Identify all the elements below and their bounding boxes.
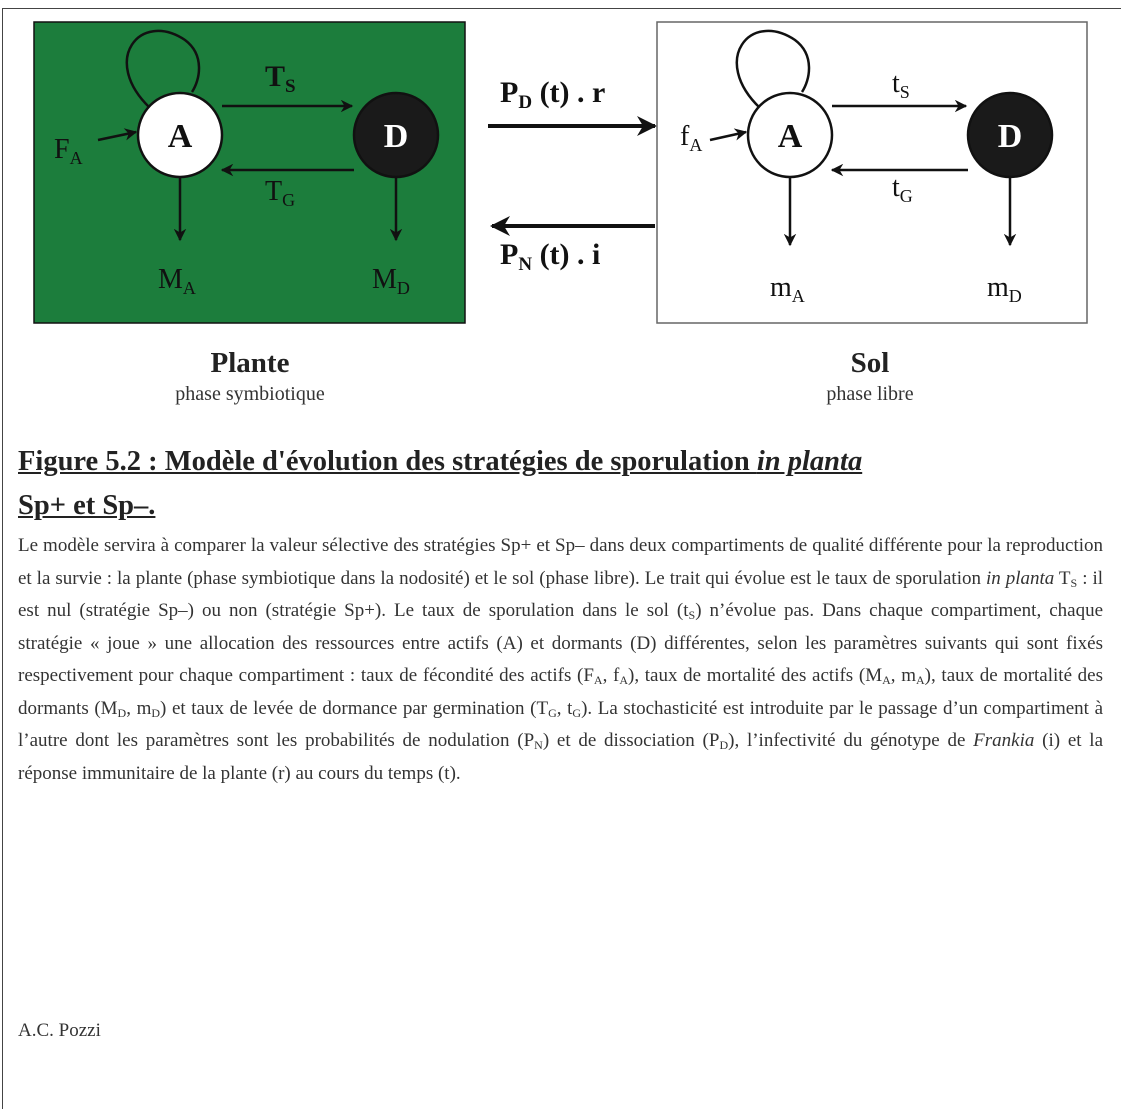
node bbox=[966, 91, 1054, 179]
node bbox=[352, 91, 440, 179]
compartment-subtitle: phase libre bbox=[826, 383, 913, 405]
text-run: ). La stochasticité est introduite par l… bbox=[18, 697, 1103, 752]
label: MD bbox=[372, 264, 410, 298]
label: tG bbox=[892, 172, 913, 206]
node-label: A bbox=[168, 118, 193, 155]
subscript: A bbox=[593, 673, 603, 687]
heading-italic: in planta bbox=[756, 446, 863, 477]
text-run: , m bbox=[126, 697, 152, 719]
frame bbox=[2, 8, 1121, 1109]
loop-arrow bbox=[125, 29, 201, 109]
node bbox=[746, 91, 834, 179]
subscript: D bbox=[151, 705, 161, 720]
subscript: N bbox=[534, 738, 543, 752]
loop-arrow bbox=[735, 29, 811, 109]
node bbox=[136, 91, 224, 179]
text-run: (i) et la réponse immunitaire de la plan… bbox=[18, 730, 1103, 784]
diagram: A D FA TS TG MA MD PD (t) . r PN (t) . i… bbox=[33, 21, 1088, 405]
label: PD (t) . r bbox=[500, 76, 605, 113]
node-label: D bbox=[384, 118, 409, 155]
label: PN (t) . i bbox=[500, 238, 600, 275]
text-run: , m bbox=[890, 665, 916, 686]
heading-text: Figure 5.2 : Modèle d'évolution des stra… bbox=[18, 446, 757, 477]
heading-text: Sp+ et Sp–. bbox=[18, 490, 156, 521]
text-run: : il est nul (stratégie Sp–) ou non (str… bbox=[18, 567, 1104, 622]
compartment-subtitle: phase symbiotique bbox=[175, 383, 325, 405]
label: mA bbox=[770, 272, 805, 306]
subscript: A bbox=[619, 673, 629, 687]
subscript: A bbox=[882, 673, 891, 687]
label: TG bbox=[265, 176, 295, 210]
fecundity-arrow bbox=[709, 128, 748, 142]
subscript: D bbox=[117, 705, 127, 720]
subscript: G bbox=[572, 705, 582, 720]
node-label: D bbox=[998, 118, 1023, 155]
label: TS bbox=[265, 60, 296, 97]
text-run: ) n’évolue pas. Dans chaque compartiment… bbox=[18, 600, 1104, 686]
label: mD bbox=[987, 272, 1022, 306]
text-run: ), taux de mortalité des actifs (M bbox=[628, 665, 883, 686]
subscript: G bbox=[548, 705, 557, 720]
subscript: S bbox=[688, 608, 696, 622]
compartment-title: Sol bbox=[851, 347, 890, 379]
fecundity-arrow bbox=[97, 128, 138, 142]
label: MA bbox=[158, 264, 196, 298]
label: fA bbox=[680, 121, 702, 155]
text-run: , f bbox=[602, 665, 620, 686]
subscript: D bbox=[719, 738, 729, 752]
text-run: ) et taux de levée de dormance par germi… bbox=[160, 697, 549, 719]
caption-heading: Figure 5.2 : Modèle d'évolution des stra… bbox=[18, 440, 1121, 528]
page: A D FA TS TG MA MD PD (t) . r PN (t) . i… bbox=[2, 8, 1121, 1109]
subscript: S bbox=[1070, 575, 1078, 590]
label: tS bbox=[892, 68, 910, 102]
compartment-title: Plante bbox=[211, 347, 290, 379]
node-label: A bbox=[778, 118, 803, 155]
text-run: T bbox=[1054, 567, 1071, 589]
author: A.C. Pozzi bbox=[18, 1020, 101, 1041]
text-run: ), taux de mortalité des dormants (M bbox=[18, 665, 1104, 719]
label: FA bbox=[54, 134, 83, 168]
caption-paragraph: Le modèle servira à comparer la valeur s… bbox=[18, 530, 1103, 790]
subscript: A bbox=[915, 673, 925, 687]
text-run: Le modèle servira à comparer la valeur s… bbox=[18, 535, 1103, 589]
text-run: , t bbox=[556, 697, 573, 719]
text-run: ), l’infectivité du génotype de bbox=[728, 730, 974, 751]
italic-run: in planta bbox=[985, 567, 1055, 589]
text-run: ) et de dissociation (P bbox=[542, 730, 720, 751]
italic-run: Frankia bbox=[973, 730, 1035, 751]
